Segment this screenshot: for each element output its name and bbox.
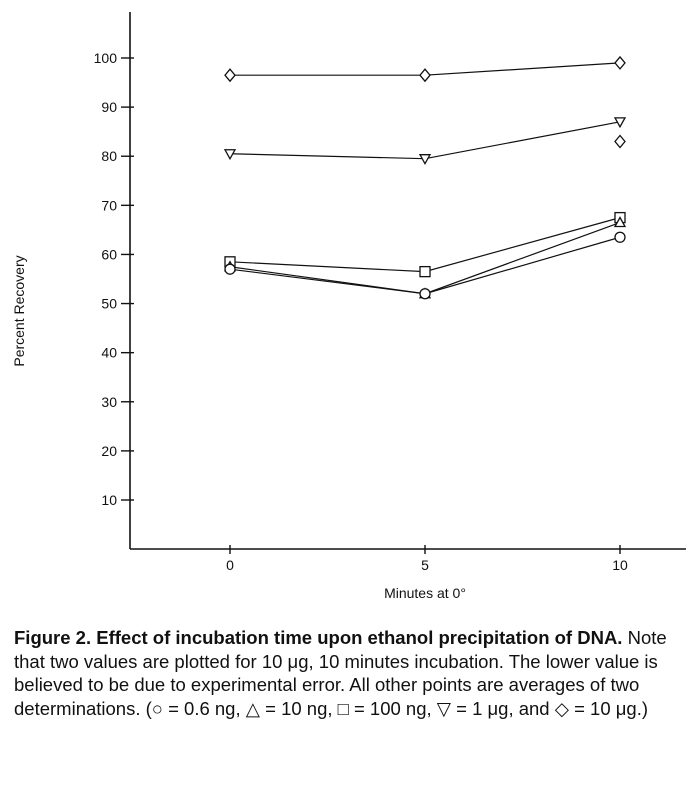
x-ticks: 0 5 10 <box>226 545 628 573</box>
marker-square <box>419 265 431 278</box>
chart-axes <box>129 12 686 550</box>
y-tick-label: 50 <box>101 296 117 312</box>
caption-title: Figure 2. Effect of incubation time upon… <box>14 627 623 648</box>
y-tick-label: 60 <box>101 246 117 262</box>
points-layer <box>223 55 627 300</box>
marker-diamond <box>614 55 626 70</box>
marker-circle <box>614 231 626 243</box>
line-chart: 10 20 30 40 50 60 70 80 90 100 0 5 10 Percent Recov… <box>11 12 686 601</box>
marker-diamond <box>614 134 626 149</box>
marker-triangle-down <box>613 117 627 129</box>
marker-circle <box>224 263 236 275</box>
marker-diamond <box>224 68 236 83</box>
series-layer <box>229 62 621 295</box>
y-tick-label: 70 <box>101 197 117 213</box>
series-line-square <box>229 217 621 273</box>
y-tick-label: 90 <box>101 99 117 115</box>
caption-text: Note that two values are plotted for 10 … <box>14 627 667 719</box>
y-tick-label: 10 <box>101 492 117 508</box>
x-tick-label: 5 <box>421 557 429 573</box>
x-tick-label: 0 <box>226 557 234 573</box>
y-axis-title: Percent Recovery <box>11 255 27 366</box>
x-axis-title: Minutes at 0° <box>384 585 466 601</box>
series-line-triangle-down <box>229 121 621 160</box>
y-tick-label: 40 <box>101 345 117 361</box>
marker-triangle-up <box>613 216 627 228</box>
y-tick-label: 100 <box>94 50 118 66</box>
y-tick-label: 20 <box>101 443 117 459</box>
marker-triangle-down <box>223 149 237 161</box>
y-tick-label: 80 <box>101 148 117 164</box>
marker-diamond <box>419 68 431 83</box>
marker-circle <box>419 288 431 300</box>
series-line-circle <box>229 236 621 295</box>
y-ticks: 10 20 30 40 50 60 70 80 90 100 <box>94 50 134 508</box>
marker-triangle-down <box>418 154 432 166</box>
figure-caption: Figure 2. Effect of incubation time upon… <box>14 626 690 720</box>
y-tick-label: 30 <box>101 394 117 410</box>
x-tick-label: 10 <box>612 557 628 573</box>
